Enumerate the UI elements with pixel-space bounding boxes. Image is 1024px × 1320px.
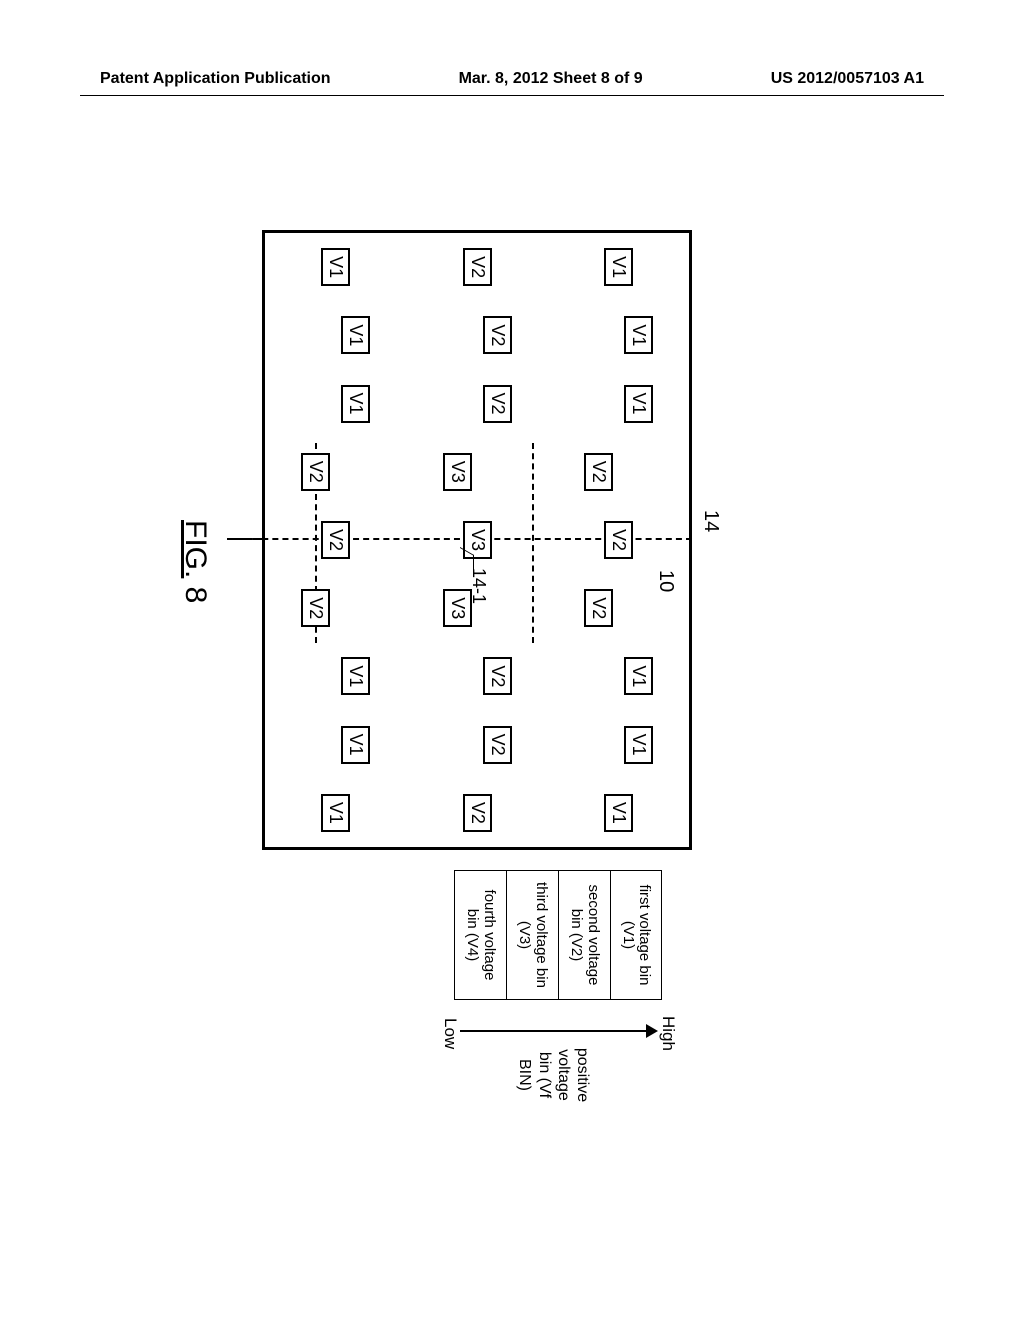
grid-cell: V2 [406,369,547,437]
voltage-chip: V2 [483,657,512,695]
grid-cell: V1 [265,301,406,369]
grid-cell: V2 [406,642,547,710]
grid-cell: V2 [265,438,406,506]
header-left: Patent Application Publication [100,70,331,88]
voltage-chip: V1 [341,316,370,354]
grid-cell: V2 [406,301,547,369]
grid-cell: V1 [548,233,689,301]
legend-row-l1: third voltage bin [533,882,550,988]
voltage-chip: V1 [341,385,370,423]
legend-row-l2: bin (V2) [568,909,585,962]
voltage-chip: V2 [301,589,330,627]
chip-grid: V1V1V1V2V2V2V1V1V1V2V2V2V3V3V3V2V2V2V1V1… [265,233,689,847]
voltage-chip: V1 [604,794,633,832]
legend-row: third voltage bin(V3) [506,870,558,1000]
grid-cell: V1 [548,301,689,369]
legend-row: first voltage bin(V1) [610,870,662,1000]
voltage-bin-legend: first voltage bin(V1)second voltagebin (… [454,870,662,1000]
voltage-chip: V2 [483,726,512,764]
header-center: Mar. 8, 2012 Sheet 8 of 9 [459,70,643,88]
legend-row-l1: first voltage bin [636,885,653,986]
axis-label: positive voltage bin (Vf BIN) [515,1040,592,1110]
grid-cell: V1 [548,779,689,847]
grid-cell: V2 [548,438,689,506]
voltage-chip: V2 [463,248,492,286]
figure-caption: FIG. 8 [178,520,212,603]
grid-cell: V2 [548,506,689,574]
figure: 14 10 V1V1V1V2V2V2V1V1V1V2V2V2V3V3V3V2V2… [252,230,772,1130]
grid-cell: V1 [265,642,406,710]
voltage-chip: V1 [624,316,653,354]
voltage-chip: V1 [321,794,350,832]
dashed-center-vertical-ext [227,538,262,540]
voltage-chip: V1 [604,248,633,286]
grid-cell: V3 [406,438,547,506]
voltage-chip: V2 [584,589,613,627]
header-rule [80,95,944,96]
voltage-chip: V2 [483,316,512,354]
figure-rotated-wrap: 14 10 V1V1V1V2V2V2V1V1V1V2V2V2V3V3V3V2V2… [252,230,772,1130]
grid-cell: V1 [548,711,689,779]
voltage-chip: V1 [624,385,653,423]
voltage-chip: V2 [604,521,633,559]
grid-cell: V1 [265,233,406,301]
grid-cell: V2 [406,779,547,847]
grid-cell: V2 [548,574,689,642]
voltage-chip: V2 [483,385,512,423]
ref-label-14: 14 [699,510,722,532]
voltage-chip: V2 [321,521,350,559]
grid-cell: V2 [406,711,547,779]
voltage-chip: V1 [624,726,653,764]
voltage-chip: V2 [301,453,330,491]
voltage-chip: V1 [341,726,370,764]
axis-line [460,1030,650,1032]
figure-caption-fig: FIG. [179,520,212,578]
figure-caption-num: 8 [179,578,212,603]
axis-label-l1: positive voltage [555,1048,591,1102]
grid-cell: V1 [548,369,689,437]
voltage-chip: V1 [341,657,370,695]
voltage-chip: V2 [584,453,613,491]
legend-row-l1: second voltage [585,885,602,986]
legend-row-l1: fourth voltage [481,890,498,981]
legend-row-l2: (V1) [620,921,637,949]
legend-row-l2: (V3) [516,921,533,949]
grid-cell: V2 [265,506,406,574]
axis-low-label: Low [440,1018,460,1049]
axis-high-label: High [658,1016,678,1051]
grid-cell: V2 [265,574,406,642]
led-panel-outline: V1V1V1V2V2V2V1V1V1V2V2V2V3V3V3V2V2V2V1V1… [262,230,692,850]
legend-row-l2: bin (V4) [464,909,481,962]
ref-label-14-1: 14-1 [468,568,489,604]
voltage-chip: V3 [443,453,472,491]
axis-label-l2: bin (Vf BIN) [516,1052,552,1098]
grid-cell: V1 [265,711,406,779]
grid-cell: V1 [265,369,406,437]
voltage-axis: High positive voltage bin (Vf BIN) Low [437,1020,672,1110]
grid-cell: V3 [406,506,547,574]
voltage-chip: V1 [624,657,653,695]
grid-cell: V1 [548,642,689,710]
voltage-chip: V2 [463,794,492,832]
grid-cell: V1 [265,779,406,847]
header-right: US 2012/0057103 A1 [771,70,924,88]
legend-row: fourth voltagebin (V4) [454,870,506,1000]
legend-row: second voltagebin (V2) [558,870,610,1000]
voltage-chip: V1 [321,248,350,286]
grid-cell: V2 [406,233,547,301]
